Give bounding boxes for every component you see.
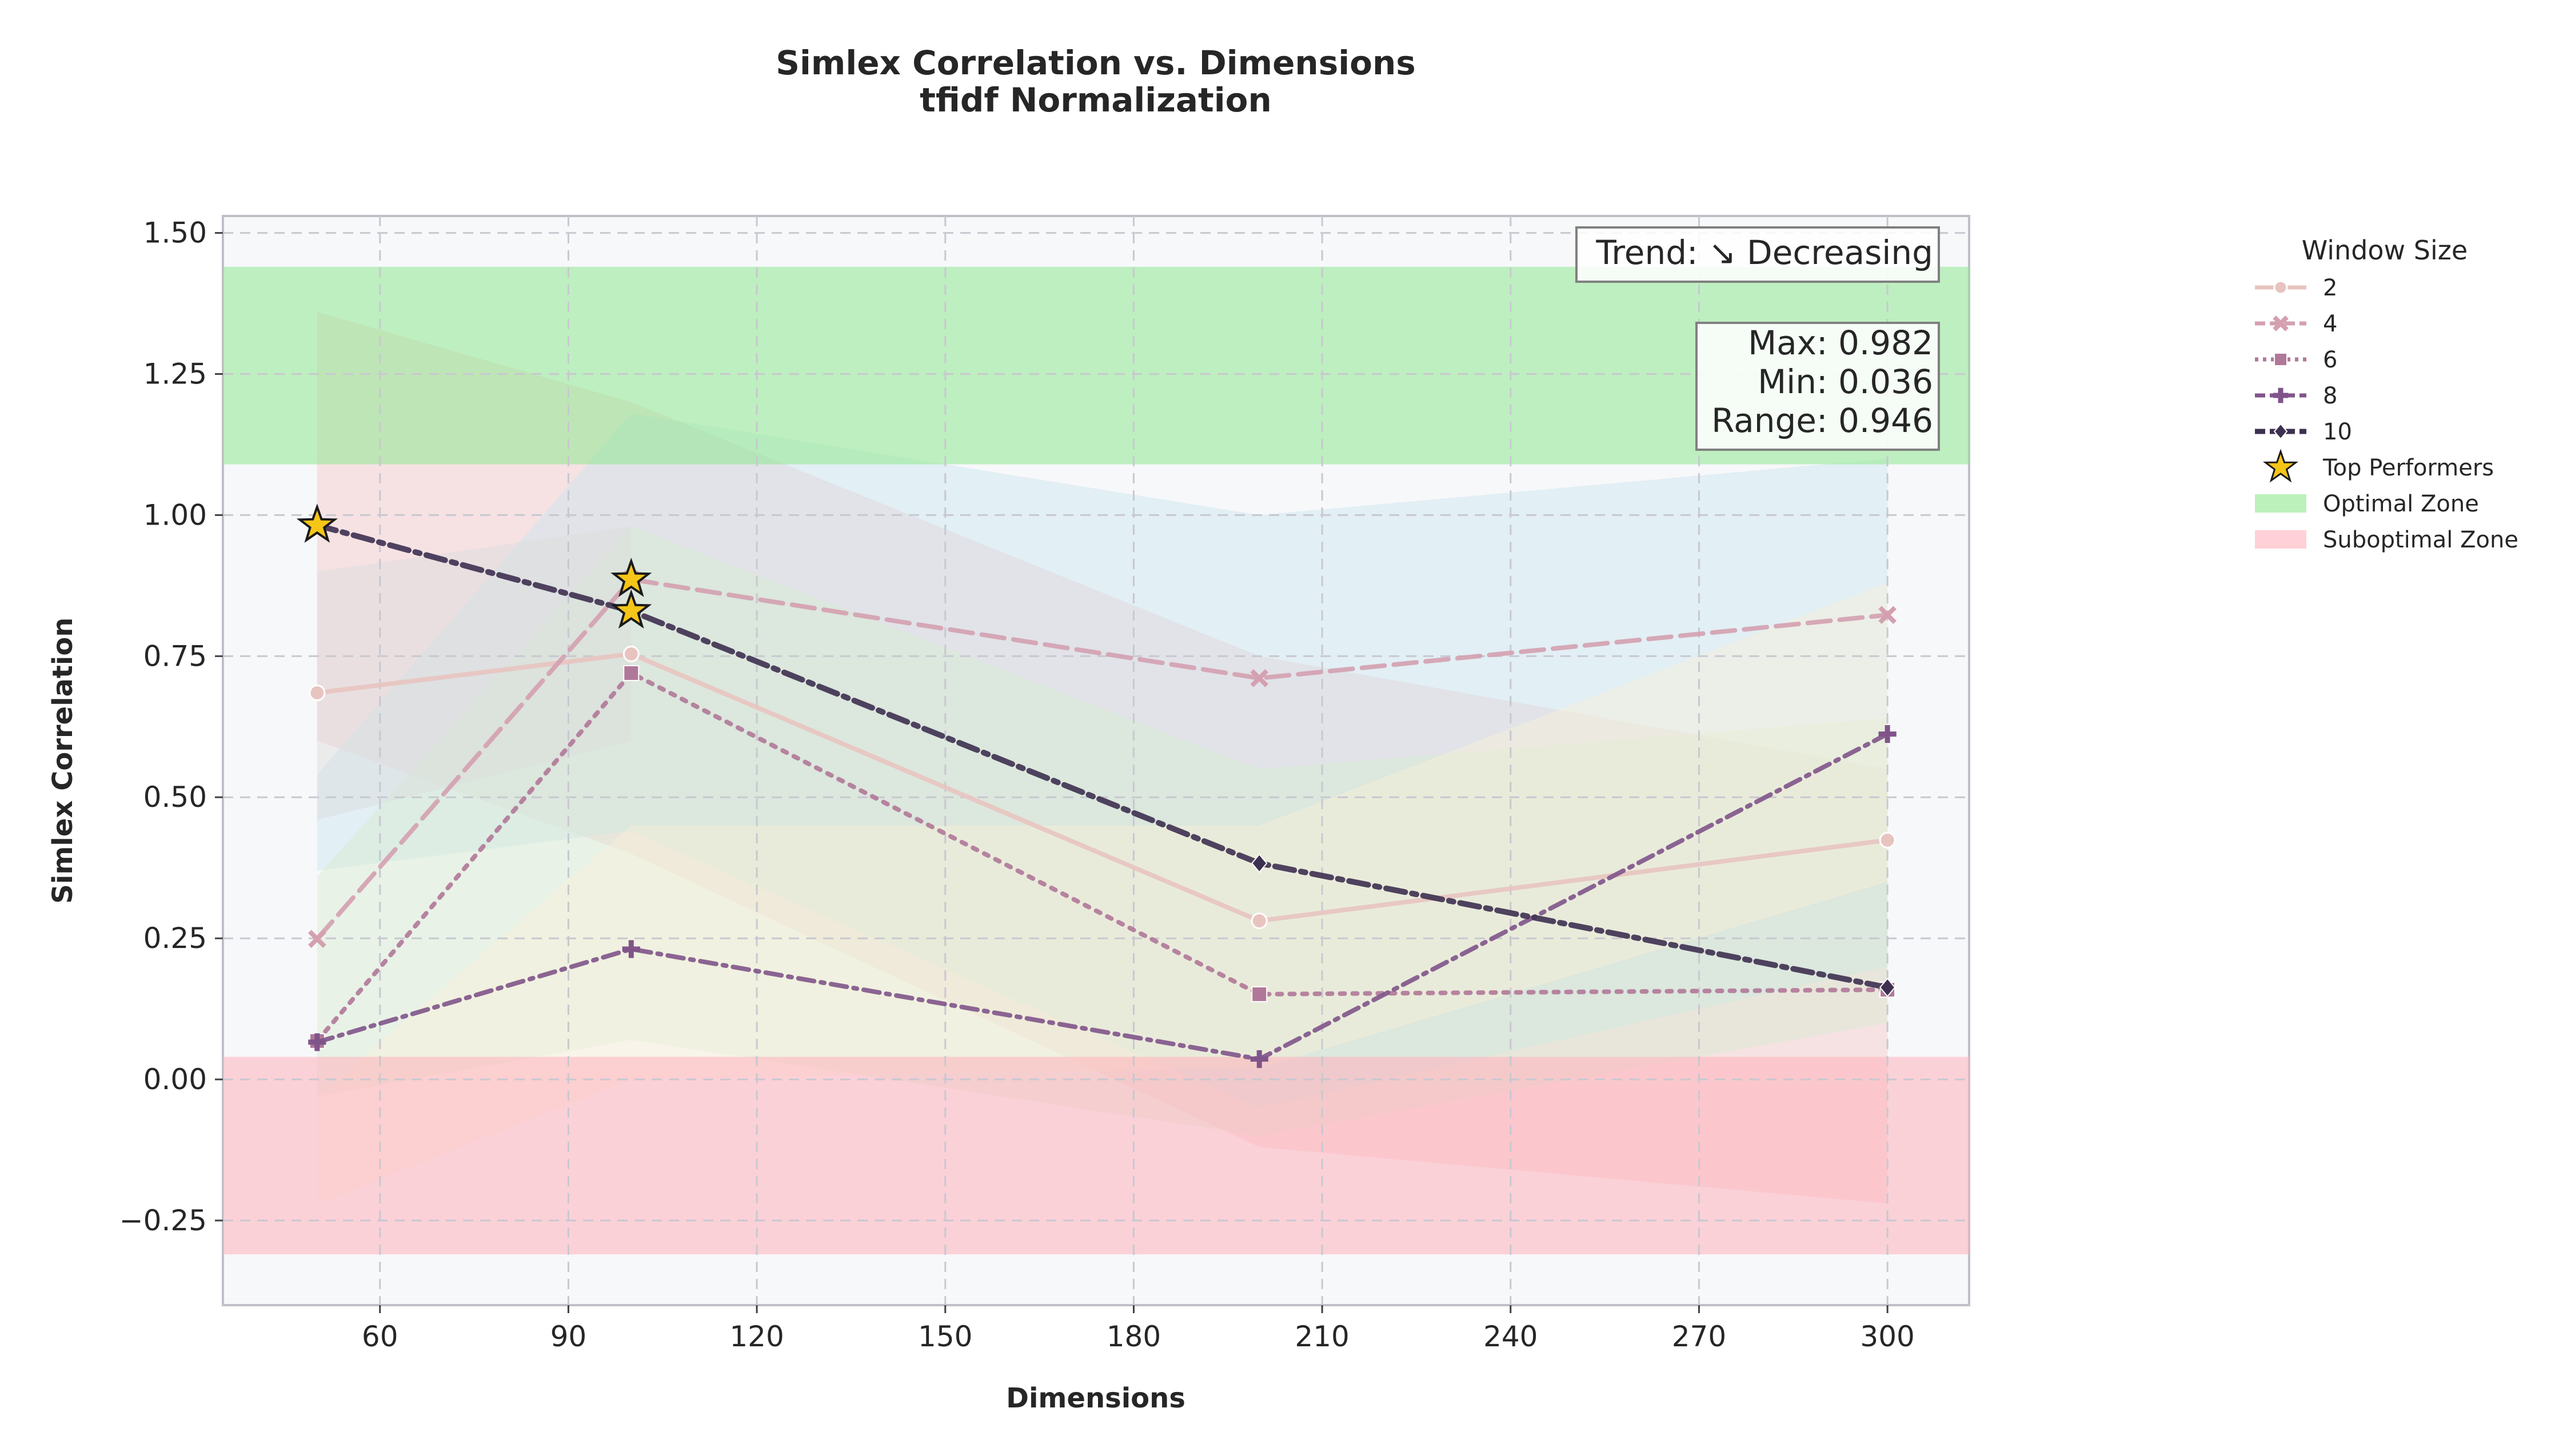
series-2 xyxy=(309,645,1896,929)
legend-label: 10 xyxy=(2323,419,2352,445)
stats-annotation: Max: 0.982 Min: 0.036 Range: 0.946 xyxy=(1695,322,1940,451)
top-performer-markers xyxy=(296,503,652,629)
legend-swatch xyxy=(2255,530,2306,549)
x-axis-label: Dimensions xyxy=(1006,1382,1185,1414)
legend-entry-top-performers: Top Performers xyxy=(2262,449,2494,483)
top-performer-star xyxy=(610,589,652,629)
legend-entry-10: 10 xyxy=(2255,419,2352,445)
legend-marker xyxy=(2273,423,2288,440)
y-tick-label: 0.00 xyxy=(143,1063,207,1096)
x-tick-label: 210 xyxy=(1295,1320,1349,1353)
legend-marker xyxy=(2273,280,2288,295)
x-tick-label: 60 xyxy=(362,1320,398,1353)
series-line-10 xyxy=(314,522,1891,991)
y-tick-label: 0.25 xyxy=(143,922,207,955)
band-3 xyxy=(317,582,1888,1204)
y-tick-label: 0.50 xyxy=(143,781,207,814)
x-tick-label: 240 xyxy=(1483,1320,1538,1353)
legend-marker xyxy=(2273,315,2289,331)
legend-label: Top Performers xyxy=(2322,455,2494,481)
chart-title: Simlex Correlation vs. Dimensions xyxy=(776,43,1416,82)
data-point-8 xyxy=(308,1033,326,1051)
series-line-6 xyxy=(314,670,1890,1043)
legend-entry-6: 6 xyxy=(2255,347,2337,373)
data-point-8 xyxy=(1250,1050,1268,1069)
legend-title: Window Size xyxy=(2302,235,2468,266)
suboptimal-zone xyxy=(223,1057,1969,1255)
data-point-2 xyxy=(622,645,640,662)
y-tick-label: 1.00 xyxy=(143,498,207,531)
legend-entry-optimal-zone: Optimal Zone xyxy=(2255,491,2479,517)
data-point-4 xyxy=(1878,606,1897,625)
band-0 xyxy=(317,311,1888,1204)
data-point-8 xyxy=(622,940,640,958)
y-tick-label: 1.50 xyxy=(143,217,207,250)
legend-swatch xyxy=(2255,494,2306,513)
legend: Window Size 2 4 6 8 10 Top Performers Optimal … xyxy=(2255,235,2518,553)
data-point-4 xyxy=(308,930,326,948)
data-point-2 xyxy=(309,684,326,701)
y-axis-label: Simlex Correlation xyxy=(47,617,79,903)
data-point-10 xyxy=(1879,977,1896,998)
legend-label: 2 xyxy=(2323,275,2337,301)
legend-label: 4 xyxy=(2323,311,2337,337)
legend-entry-8: 8 xyxy=(2255,383,2337,409)
x-tick-label: 300 xyxy=(1860,1320,1914,1353)
top-performer-star xyxy=(296,503,338,543)
confidence-bands xyxy=(317,311,1888,1204)
legend-entry-2: 2 xyxy=(2255,275,2337,301)
data-point-6 xyxy=(623,665,640,681)
legend-marker xyxy=(2274,353,2287,366)
top-performer-star xyxy=(610,557,652,597)
stats-min: Min: 0.036 xyxy=(1758,362,1933,401)
data-point-6 xyxy=(1251,986,1268,1002)
x-tick-label: 270 xyxy=(1672,1320,1726,1353)
legend-label: 8 xyxy=(2323,383,2337,409)
stats-range: Range: 0.946 xyxy=(1711,401,1933,440)
x-tick-label: 180 xyxy=(1107,1320,1161,1353)
x-tick-label: 90 xyxy=(550,1320,587,1353)
zones xyxy=(223,266,1969,1255)
x-tick-label: 150 xyxy=(918,1320,972,1353)
optimal-zone xyxy=(223,266,1969,465)
legend-marker xyxy=(2273,387,2289,403)
series-line-2 xyxy=(314,651,1890,923)
band-1 xyxy=(317,413,1888,1108)
data-point-10 xyxy=(1251,853,1268,873)
stats-max: Max: 0.982 xyxy=(1748,323,1933,362)
trend-annotation: Trend: ↘ Decreasing xyxy=(1575,226,1940,283)
series-line-8 xyxy=(314,731,1890,1062)
legend-entry-suboptimal-zone: Suboptimal Zone xyxy=(2255,527,2518,553)
legend-label: 6 xyxy=(2323,347,2337,373)
data-point-2 xyxy=(1879,831,1896,849)
y-tick-label: 0.75 xyxy=(143,639,207,673)
legend-label: Optimal Zone xyxy=(2323,491,2479,517)
data-point-2 xyxy=(1251,912,1268,929)
data-point-8 xyxy=(1878,725,1897,743)
band-2 xyxy=(317,526,1888,1136)
series-line-4 xyxy=(314,577,1890,942)
data-point-4 xyxy=(1250,669,1269,687)
series-lines xyxy=(308,515,1897,1069)
x-tick-label: 120 xyxy=(729,1320,784,1353)
y-tick-label: −0.25 xyxy=(119,1204,207,1237)
legend-label: Suboptimal Zone xyxy=(2323,527,2518,553)
chart-subtitle: tfidf Normalization xyxy=(920,81,1272,119)
y-tick-label: 1.25 xyxy=(143,358,207,391)
series-8 xyxy=(308,725,1897,1069)
legend-star-icon xyxy=(2262,449,2299,483)
legend-entry-4: 4 xyxy=(2255,311,2337,337)
trend-text: Trend: ↘ Decreasing xyxy=(1595,233,1933,272)
axis-ticks: 60 90 120 150 180 210 240 270 300 −0.25 0.00 0.25 0.… xyxy=(119,217,1915,1353)
